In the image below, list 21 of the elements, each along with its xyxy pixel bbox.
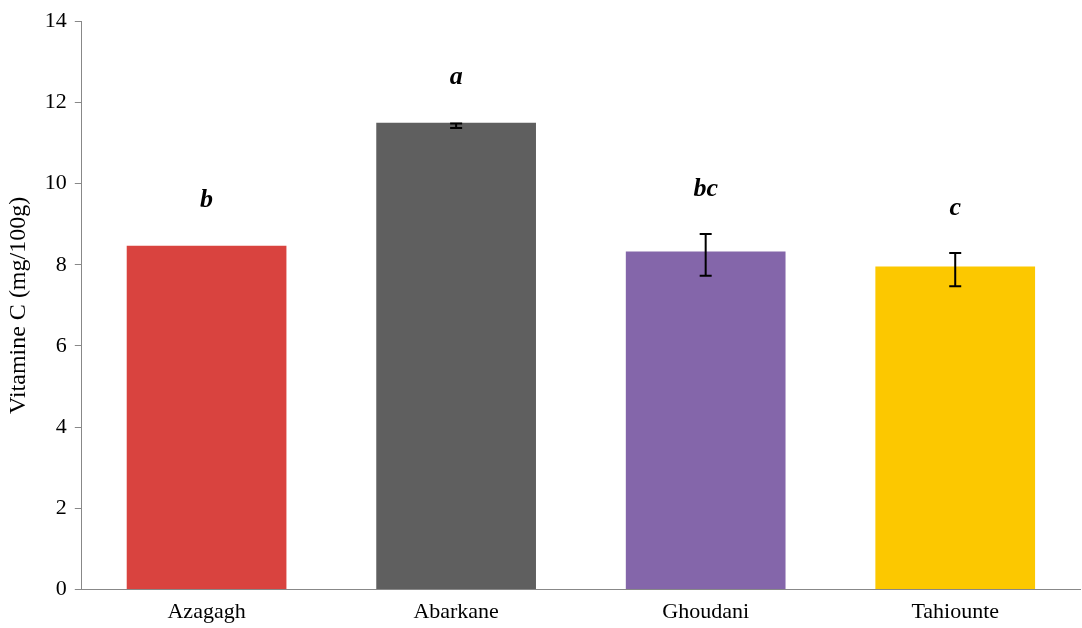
- bar: [875, 266, 1036, 590]
- y-tick-label: 14: [44, 6, 67, 32]
- y-tick-label: 4: [55, 412, 67, 438]
- y-tick-label: 12: [44, 88, 67, 114]
- x-tick-label: Abarkane: [413, 597, 499, 623]
- y-tick-label: 6: [55, 331, 67, 357]
- y-tick-label: 2: [55, 494, 67, 520]
- y-tick-label: 10: [44, 169, 67, 195]
- x-tick-label: Ghoudani: [662, 597, 750, 623]
- bar: [625, 251, 786, 590]
- x-tick-label: Azagagh: [167, 597, 246, 623]
- bar: [126, 245, 287, 590]
- annotation: a: [449, 61, 463, 91]
- y-tick-label: 0: [55, 575, 67, 601]
- annotation: bc: [693, 172, 719, 202]
- y-axis-title: Vitamine C (mg/100g): [3, 196, 30, 414]
- y-tick-label: 8: [55, 250, 67, 276]
- x-tick-label: Tahiounte: [911, 597, 1000, 623]
- annotation: b: [200, 184, 214, 214]
- bar: [376, 122, 536, 590]
- annotation: c: [949, 191, 962, 221]
